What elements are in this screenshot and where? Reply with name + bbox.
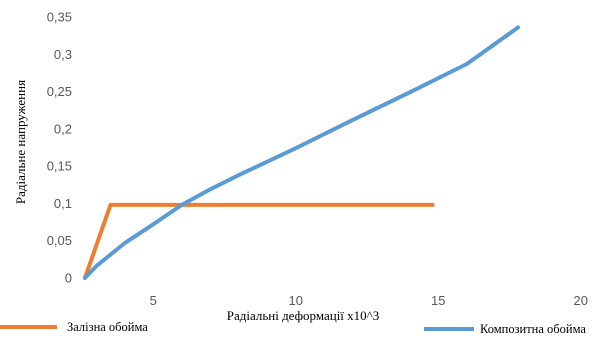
x-tick-label: 5	[150, 293, 157, 308]
y-tick-label: 0,25	[47, 84, 72, 99]
legend-label-iron: Залізна обойма	[67, 320, 148, 334]
y-tick-label: 0,1	[54, 196, 72, 211]
x-axis-title: Радіальні деформації х10^3	[227, 308, 380, 323]
y-axis-title: Радіальне напруження	[13, 80, 28, 204]
y-axis-ticks: 0 0,05 0,1 0,15 0,2 0,25 0,3 0,35	[47, 10, 72, 286]
series-line-iron	[85, 205, 433, 278]
legend-item-composite: Композитна обойма	[424, 322, 586, 336]
y-tick-label: 0,05	[47, 233, 72, 248]
x-tick-label: 10	[289, 293, 303, 308]
x-tick-label: 15	[431, 293, 445, 308]
plot-area	[85, 27, 518, 278]
legend-item-iron: Залізна обойма	[0, 320, 148, 334]
x-tick-label: 20	[574, 293, 588, 308]
x-axis-ticks: 5 10 15 20	[150, 293, 588, 308]
y-tick-label: 0,15	[47, 159, 72, 174]
legend-label-composite: Композитна обойма	[480, 322, 586, 336]
series-line-composite	[85, 27, 518, 278]
y-tick-label: 0,3	[54, 47, 72, 62]
y-tick-label: 0,2	[54, 121, 72, 136]
y-tick-label: 0	[65, 271, 72, 286]
y-tick-label: 0,35	[47, 10, 72, 25]
